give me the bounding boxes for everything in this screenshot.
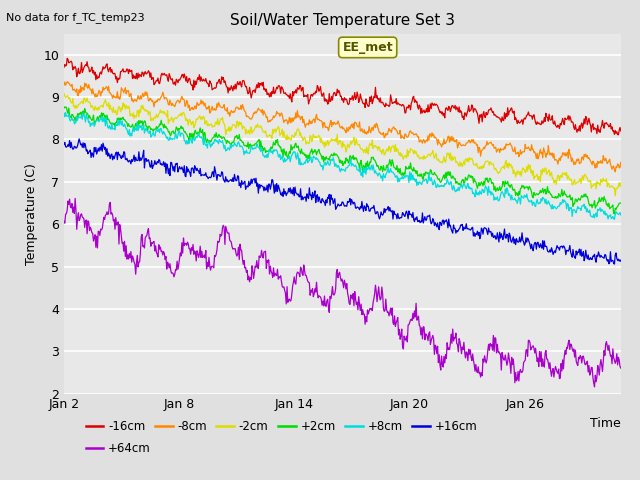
+64cm <box>494 349 502 355</box>
+16cm <box>60 142 68 147</box>
Line: +64cm: +64cm <box>64 198 621 387</box>
+64cm <box>563 345 570 350</box>
+8cm <box>61 109 69 115</box>
Line: -8cm: -8cm <box>64 82 621 172</box>
-8cm <box>218 105 225 110</box>
+16cm <box>563 248 570 253</box>
+16cm <box>237 185 244 191</box>
-2cm <box>617 180 625 186</box>
-8cm <box>60 82 68 88</box>
Title: Soil/Water Temperature Set 3: Soil/Water Temperature Set 3 <box>230 13 455 28</box>
-8cm <box>494 146 502 152</box>
-2cm <box>562 173 570 179</box>
+64cm <box>197 254 205 260</box>
+2cm <box>563 193 570 199</box>
+2cm <box>427 167 435 173</box>
+8cm <box>494 198 502 204</box>
-2cm <box>236 122 244 128</box>
-2cm <box>196 114 204 120</box>
Line: +8cm: +8cm <box>64 112 621 219</box>
-16cm <box>617 128 625 134</box>
Line: +16cm: +16cm <box>64 139 621 264</box>
-2cm <box>60 91 68 96</box>
-8cm <box>237 103 244 108</box>
+2cm <box>61 104 68 110</box>
+64cm <box>60 218 68 224</box>
+64cm <box>71 195 79 201</box>
+16cm <box>76 136 83 142</box>
+8cm <box>218 140 225 145</box>
-16cm <box>218 74 225 80</box>
Line: -2cm: -2cm <box>64 94 621 196</box>
+8cm <box>60 110 68 116</box>
+16cm <box>427 218 435 224</box>
-2cm <box>426 151 433 157</box>
+16cm <box>617 258 625 264</box>
Line: +2cm: +2cm <box>64 107 621 214</box>
+2cm <box>60 105 68 111</box>
+8cm <box>617 212 625 218</box>
Line: -16cm: -16cm <box>64 59 621 135</box>
+64cm <box>617 365 625 371</box>
-8cm <box>617 159 625 165</box>
+2cm <box>237 137 244 143</box>
+2cm <box>617 200 625 206</box>
+16cm <box>494 235 502 240</box>
Legend: +64cm: +64cm <box>81 437 156 460</box>
+8cm <box>563 206 570 212</box>
+16cm <box>611 261 618 267</box>
Y-axis label: Temperature (C): Temperature (C) <box>25 163 38 264</box>
-8cm <box>563 152 570 157</box>
-16cm <box>237 82 244 88</box>
-2cm <box>217 116 225 121</box>
+2cm <box>218 135 225 141</box>
-16cm <box>563 116 570 122</box>
+8cm <box>427 178 435 184</box>
-2cm <box>611 193 619 199</box>
+8cm <box>237 143 244 149</box>
+64cm <box>591 384 598 390</box>
-16cm <box>494 115 502 120</box>
-16cm <box>197 74 205 80</box>
+2cm <box>197 130 205 135</box>
-16cm <box>60 64 68 70</box>
+2cm <box>611 211 618 217</box>
-16cm <box>427 101 435 107</box>
-16cm <box>614 132 622 138</box>
Text: EE_met: EE_met <box>342 41 393 54</box>
+16cm <box>218 169 225 175</box>
-8cm <box>611 169 619 175</box>
+64cm <box>218 232 225 238</box>
-8cm <box>63 79 71 84</box>
+2cm <box>494 188 502 193</box>
-2cm <box>493 168 501 174</box>
-8cm <box>427 132 435 137</box>
Text: No data for f_TC_temp23: No data for f_TC_temp23 <box>6 12 145 23</box>
-8cm <box>197 97 205 103</box>
-16cm <box>63 56 71 61</box>
+64cm <box>237 247 244 253</box>
+8cm <box>197 134 205 140</box>
X-axis label: Time: Time <box>590 417 621 430</box>
+16cm <box>197 173 205 179</box>
+64cm <box>427 342 435 348</box>
+8cm <box>611 216 618 222</box>
